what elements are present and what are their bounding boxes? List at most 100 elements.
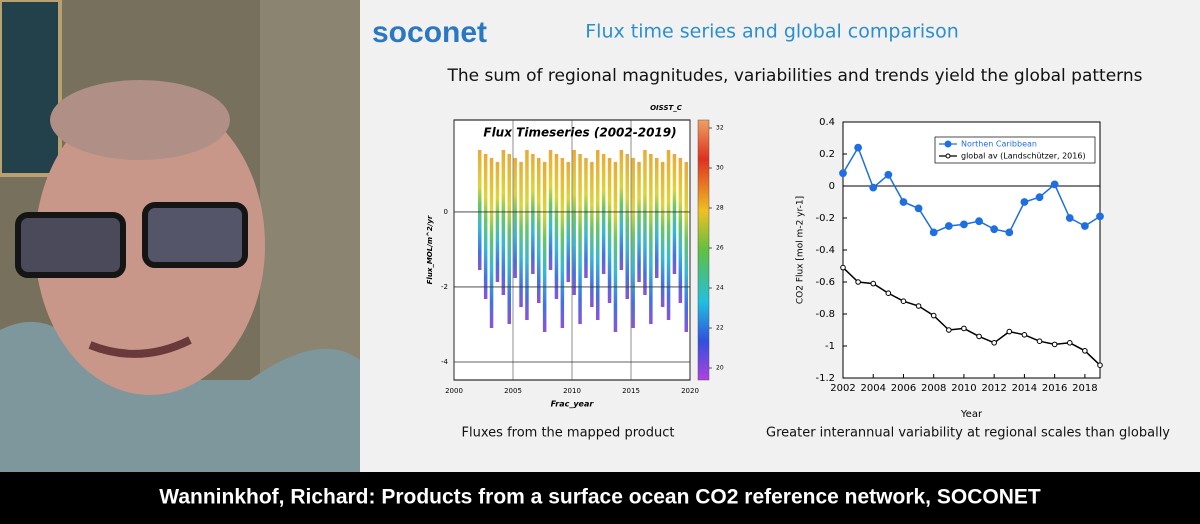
- point-cloud: [531, 154, 535, 274]
- data-point: [869, 183, 878, 192]
- point-cloud: [643, 150, 647, 295]
- data-point: [1005, 228, 1014, 237]
- point-cloud: [525, 150, 529, 320]
- point-cloud: [507, 154, 511, 324]
- point-cloud: [666, 150, 671, 320]
- y-tick-label: 0: [829, 181, 835, 192]
- point-cloud: [596, 150, 600, 320]
- chart-label: OISST_C: [650, 104, 683, 112]
- data-point: [899, 198, 908, 206]
- y-tick-label: -0.6: [815, 277, 835, 288]
- x-axis-label: Frac_year: [551, 400, 595, 409]
- data-point: [944, 222, 953, 230]
- point-cloud: [519, 162, 523, 307]
- x-tick-label: 2006: [891, 383, 916, 394]
- data-point: [1080, 222, 1089, 230]
- data-point: [1006, 328, 1013, 335]
- caption: Greater interannual variability at regio…: [766, 426, 1170, 441]
- plot-area: [842, 121, 1101, 379]
- legend-marker: [945, 153, 951, 159]
- data-point: [839, 169, 847, 178]
- y-tick-label: 0.4: [819, 117, 835, 128]
- data-point: [870, 280, 877, 287]
- data-point: [900, 298, 907, 305]
- point-cloud: [649, 154, 653, 324]
- point-cloud: [566, 162, 570, 282]
- y-tick-label: -4: [441, 358, 449, 366]
- data-point: [1096, 212, 1104, 221]
- colorbar-tick-label: 22: [716, 325, 724, 332]
- x-tick-label: 2002: [830, 383, 855, 394]
- x-axis-label: Year: [960, 409, 983, 420]
- y-axis-label: CO2 Flux [mol m-2 yr-1]: [796, 196, 806, 304]
- point-cloud: [572, 150, 576, 295]
- data-point: [855, 279, 861, 285]
- point-cloud: [513, 158, 517, 278]
- point-cloud: [607, 158, 612, 303]
- x-tick-label: 2012: [981, 383, 1006, 394]
- video-caption: Wanninkhof, Richard: Products from a sur…: [159, 486, 1041, 509]
- point-cloud: [678, 158, 683, 303]
- point-cloud: [560, 158, 565, 328]
- x-tick-label: 2004: [861, 383, 886, 394]
- point-cloud: [483, 154, 488, 299]
- data-point: [1065, 214, 1074, 222]
- legend-label: global av (Landschützer, 2016): [961, 152, 1086, 161]
- data-point: [884, 170, 893, 179]
- logo: soconet: [372, 16, 487, 49]
- colorbar-tick-label: 26: [716, 245, 724, 252]
- point-cloud: [537, 158, 541, 303]
- legend: [934, 136, 1096, 164]
- y-tick-label: -0.8: [815, 309, 835, 320]
- x-tick-label: 2018: [1072, 383, 1097, 394]
- data-point: [930, 312, 937, 319]
- data-point: [915, 303, 922, 309]
- speaker-video: [0, 0, 360, 472]
- x-tick-label: 2010: [563, 387, 581, 395]
- point-cloud: [501, 150, 506, 295]
- data-point: [840, 264, 846, 271]
- point-cloud: [625, 154, 629, 299]
- data-point: [960, 220, 968, 229]
- colorbar-tick-label: 20: [716, 365, 724, 372]
- point-cloud: [584, 158, 588, 278]
- point-cloud: [631, 158, 635, 328]
- y-axis-label: Flux_MOL/m^2/yr: [426, 215, 434, 284]
- data-point: [961, 325, 967, 332]
- x-tick-label: 2016: [1042, 383, 1067, 394]
- data-point: [1050, 180, 1059, 189]
- data-point: [1097, 362, 1103, 369]
- y-tick-label: -1.2: [815, 373, 835, 384]
- x-tick-label: 2008: [921, 383, 946, 394]
- data-point: [1021, 332, 1028, 338]
- y-tick-label: -0.2: [815, 213, 835, 224]
- data-point: [946, 327, 952, 333]
- x-tick-label: 2005: [504, 387, 522, 395]
- point-cloud: [637, 162, 641, 282]
- legend-marker: [944, 140, 952, 148]
- y-tick-label: -0.4: [815, 245, 835, 256]
- caption-bar: [0, 472, 1200, 524]
- caption: Fluxes from the mapped product: [462, 426, 675, 441]
- colorbar: [697, 119, 710, 381]
- data-point: [1082, 348, 1088, 354]
- slide-subtitle: The sum of regional magnitudes, variabil…: [447, 66, 1143, 86]
- y-tick-label: -1: [825, 341, 835, 352]
- slide-title: Flux time series and global comparison: [585, 21, 959, 43]
- data-point: [991, 340, 997, 346]
- point-cloud: [548, 150, 553, 270]
- colorbar-tick-label: 32: [716, 125, 724, 132]
- data-point: [885, 290, 892, 297]
- colorbar-tick-label: 28: [716, 205, 724, 212]
- point-cloud: [613, 162, 618, 332]
- point-cloud: [672, 154, 677, 274]
- data-point: [1051, 341, 1058, 348]
- colorbar-tick-label: 30: [716, 165, 724, 172]
- x-tick-label: 2014: [1012, 383, 1037, 394]
- data-point: [1066, 340, 1073, 346]
- chart-title: Flux Timeseries (2002-2019): [483, 126, 676, 140]
- y-tick-label: 0.2: [819, 149, 835, 160]
- x-tick-label: 2010: [951, 383, 976, 394]
- data-point: [929, 228, 938, 237]
- x-tick-label: 2015: [622, 387, 640, 395]
